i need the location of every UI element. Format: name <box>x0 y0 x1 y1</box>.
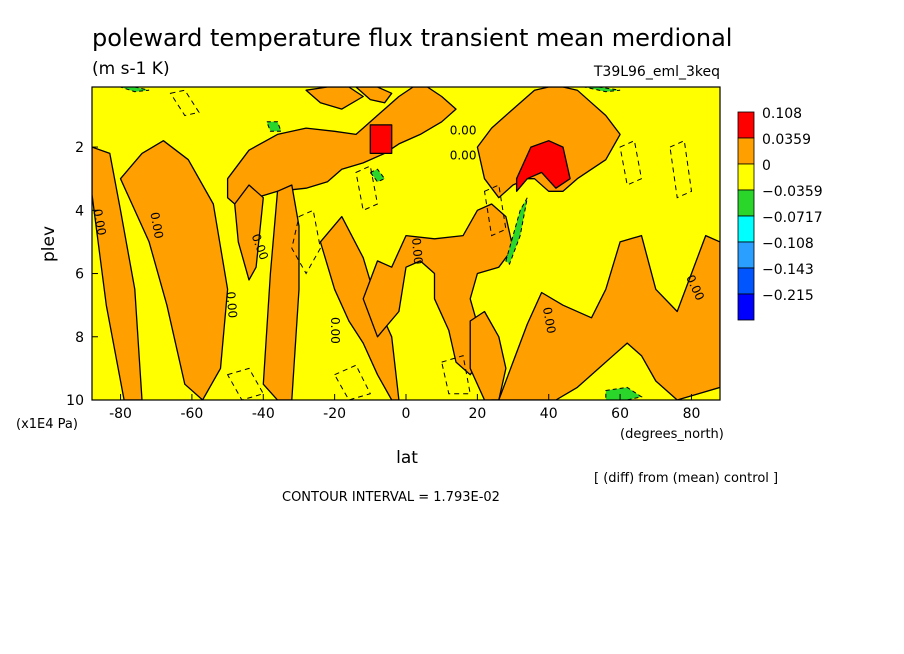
dashed-contour-3 <box>441 355 471 395</box>
orange-region-1 <box>119 140 229 400</box>
x-tick-label: 20 <box>468 406 486 422</box>
contour-label: 0.00 <box>540 306 558 335</box>
x-unit-label: (degrees_north) <box>620 427 724 442</box>
dashed-contour-6 <box>619 139 643 186</box>
x-axis-label: lat <box>396 448 418 468</box>
green-region-2 <box>369 168 386 183</box>
contour-label: 0.00 <box>450 123 477 137</box>
green-region-1 <box>266 121 282 132</box>
green-region-4 <box>584 87 621 93</box>
green-regions <box>120 87 643 400</box>
dashed-contours <box>169 89 693 400</box>
orange-region-7 <box>469 310 507 400</box>
legend-swatch <box>737 111 755 139</box>
green-region-0 <box>505 197 528 265</box>
x-ticks: -80 -60 -40 -20 0 20 40 60 80 <box>109 394 700 422</box>
orange-region-4 <box>262 184 300 400</box>
y-ticks: 2 4 6 8 10 <box>66 140 98 409</box>
y-axis-label: plev <box>39 226 59 262</box>
red-region-0 <box>369 124 393 155</box>
contour-label: 0.00 <box>328 317 342 344</box>
legend-swatch <box>737 137 755 165</box>
legend-swatch <box>737 267 755 295</box>
legend-label: −0.0717 <box>762 210 823 226</box>
green-region-5 <box>120 87 150 93</box>
footer-note: [ (diff) from (mean) control ] <box>594 471 778 486</box>
legend-swatch <box>737 189 755 217</box>
contour-label: 0.00 <box>90 208 108 237</box>
red-region-1 <box>515 140 571 192</box>
contour-label: 0.00 <box>147 211 165 240</box>
run-label: T39L96_eml_3keq <box>593 64 720 80</box>
dashed-contour-8 <box>333 364 372 400</box>
x-tick-label: 0 <box>402 406 411 422</box>
orange-region-8 <box>490 234 720 400</box>
x-tick-label: 80 <box>683 406 701 422</box>
legend-label: 0 <box>762 158 771 174</box>
legend-label: 0.108 <box>762 106 802 122</box>
dashed-contour-5 <box>669 139 693 199</box>
contour-label: 0.00 <box>450 149 477 163</box>
orange-region-10 <box>305 87 364 110</box>
legend-swatch <box>737 241 755 269</box>
plot-area <box>92 87 720 400</box>
dashed-contour-1 <box>355 165 379 212</box>
orange-region-5 <box>319 215 400 400</box>
contour-interval: CONTOUR INTERVAL = 1.793E-02 <box>282 490 500 505</box>
x-tick-label: 40 <box>540 406 558 422</box>
red-regions <box>369 124 571 192</box>
x-tick-label: -80 <box>109 406 132 422</box>
green-region-3 <box>605 386 643 400</box>
orange-region-0 <box>92 146 143 400</box>
orange-region-11 <box>355 87 393 104</box>
x-tick-label: -60 <box>180 406 203 422</box>
legend-swatch <box>737 215 755 243</box>
y-tick-label: 2 <box>75 140 84 156</box>
legend-label: −0.215 <box>762 288 814 304</box>
dashed-contour-0 <box>291 209 321 275</box>
legend-label: −0.143 <box>762 262 814 278</box>
y-unit-label: (x1E4 Pa) <box>16 417 78 432</box>
y-tick-label: 8 <box>75 330 84 346</box>
contour-label: 0.00 <box>223 291 239 319</box>
x-tick-label: -20 <box>323 406 346 422</box>
y-tick-label: 10 <box>66 393 84 409</box>
dashed-contour-7 <box>226 367 265 400</box>
chart-units: (m s-1 K) <box>92 59 170 79</box>
y-tick-label: 4 <box>75 203 84 219</box>
legend-label: −0.0359 <box>762 184 823 200</box>
legend-label: 0.0359 <box>762 132 811 148</box>
dashed-contour-4 <box>169 89 200 117</box>
legend-swatch <box>737 163 755 191</box>
orange-region-3 <box>234 184 264 281</box>
contour-label: 0.00 <box>409 237 425 265</box>
x-tick-label: -40 <box>252 406 275 422</box>
y-tick-label: 6 <box>75 267 84 283</box>
chart-title: poleward temperature flux transient mean… <box>92 24 732 52</box>
legend-swatch <box>737 293 755 321</box>
colorbar-legend: 0.108 0.0359 0 −0.0359 −0.0717 −0.108 −0.143 −0… <box>737 106 823 321</box>
x-tick-label: 60 <box>611 406 629 422</box>
legend-label: −0.108 <box>762 236 814 252</box>
dashed-contour-2 <box>483 184 507 237</box>
